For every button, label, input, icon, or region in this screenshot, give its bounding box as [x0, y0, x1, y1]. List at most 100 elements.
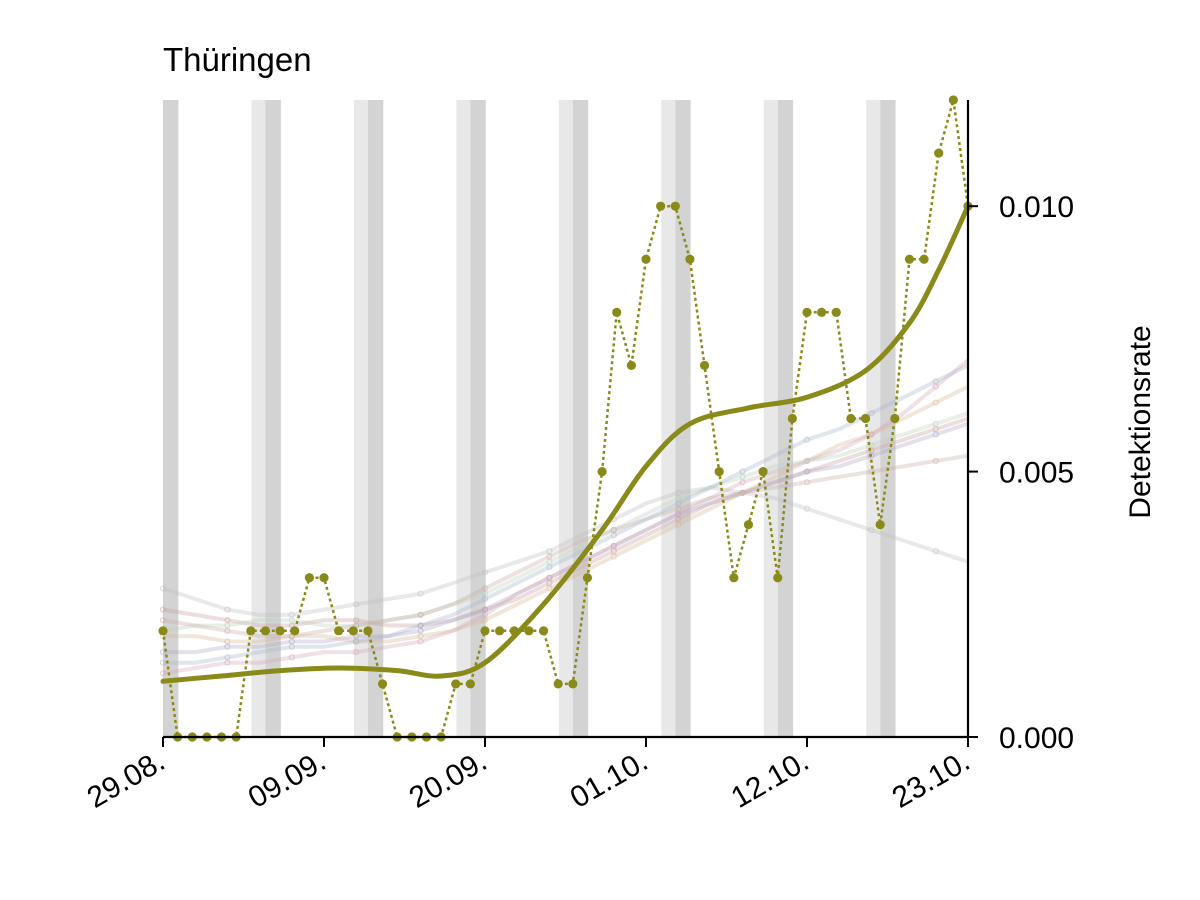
- daily-rate-point: [802, 307, 812, 317]
- background-series-point: [868, 431, 875, 438]
- background-series-point: [675, 521, 682, 528]
- daily-rate-point: [948, 95, 958, 105]
- background-series-point: [224, 627, 231, 634]
- background-series-point: [224, 606, 231, 613]
- daily-rate-point: [919, 254, 929, 264]
- daily-rate-point: [831, 307, 841, 317]
- daily-rate-point: [465, 679, 475, 689]
- background-series-point: [803, 436, 811, 443]
- background-series-point: [932, 457, 939, 465]
- background-series-line: [162, 453, 969, 639]
- background-series-point: [417, 590, 424, 597]
- smoothed-trend-line: [160, 203, 971, 684]
- background-series-point: [288, 617, 295, 624]
- weekend-band-sunday: [163, 100, 179, 737]
- daily-rate-point: [612, 307, 622, 317]
- background-series-point: [417, 622, 424, 629]
- background-series-point: [932, 420, 939, 427]
- x-tick-label: 29.08.: [82, 744, 171, 814]
- daily-rate-point: [758, 466, 768, 477]
- background-series-point: [417, 611, 424, 619]
- background-series-point: [739, 489, 746, 496]
- background-series-point: [610, 542, 617, 550]
- weekend-band-saturday: [558, 100, 573, 737]
- weekend-band-sunday: [470, 100, 486, 737]
- background-series-point: [932, 399, 939, 406]
- background-series-point: [932, 548, 939, 555]
- background-series-point: [481, 611, 489, 619]
- background-series-point: [868, 441, 875, 449]
- weekend-band-sunday: [675, 100, 691, 737]
- daily-rate-point: [626, 360, 636, 371]
- daily-rate-point: [451, 679, 461, 689]
- daily-rate-point: [641, 254, 651, 264]
- daily-rate-point: [846, 413, 856, 424]
- background-series-line: [163, 421, 969, 655]
- background-series-point: [868, 452, 875, 459]
- background-series-point: [546, 585, 553, 592]
- background-series-point: [610, 532, 617, 539]
- daily-rate-point: [495, 626, 505, 636]
- main-series: [158, 95, 973, 742]
- background-series-point: [353, 638, 360, 645]
- weekend-band-sunday: [367, 100, 384, 737]
- daily-rate-point: [670, 201, 680, 211]
- y-tick-label: 0.005: [999, 457, 1074, 490]
- background-series-point: [932, 378, 939, 385]
- daily-rate-point: [290, 626, 300, 636]
- daily-rate-point: [685, 254, 695, 264]
- x-tick-label: 20.09.: [404, 744, 493, 814]
- chart-title: Thüringen: [163, 41, 312, 78]
- y-axis-label: Detektionsrate: [1124, 325, 1157, 518]
- background-series-point: [159, 585, 167, 592]
- weekend-band-sunday: [880, 100, 896, 737]
- background-series-point: [481, 595, 489, 603]
- y-tick-label: 0.000: [999, 722, 1074, 755]
- daily-rate-point: [553, 679, 563, 689]
- background-series-point: [803, 468, 811, 475]
- weekend-band-sunday: [572, 100, 589, 737]
- daily-rate-point: [875, 520, 885, 530]
- daily-rate-point: [509, 626, 519, 636]
- background-series-point: [288, 643, 295, 650]
- background-series-point: [803, 457, 811, 465]
- daily-rate-point: [260, 626, 271, 636]
- background-series-point: [159, 659, 167, 666]
- background-series-point: [610, 553, 617, 560]
- daily-rate-point: [158, 626, 168, 636]
- daily-rate-point: [904, 254, 915, 264]
- daily-rate-point: [714, 466, 724, 477]
- background-series-point: [546, 564, 553, 571]
- daily-rate-point: [597, 466, 607, 477]
- background-series-point: [159, 648, 167, 656]
- daily-rate-point: [568, 679, 578, 689]
- daily-rate-point: [538, 626, 549, 636]
- background-series-point: [159, 606, 167, 613]
- background-series-point: [868, 410, 875, 417]
- background-series-point: [353, 648, 360, 656]
- daily-rate-point: [890, 413, 900, 424]
- weekend-band-sunday: [265, 100, 281, 737]
- daily-rate-point: [304, 573, 314, 583]
- background-series-line: [162, 485, 969, 617]
- background-series-point: [932, 431, 939, 438]
- daily-rate-point: [348, 626, 358, 636]
- daily-rate-point: [934, 148, 944, 158]
- weekend-band-saturday: [763, 100, 778, 737]
- daily-rate-point: [334, 626, 344, 636]
- background-series-point: [675, 500, 682, 507]
- daily-rate-point: [377, 679, 388, 689]
- x-tick-label: 09.09.: [243, 744, 332, 814]
- daily-rate-point: [656, 201, 666, 211]
- x-tick-label: 12.10.: [726, 744, 815, 814]
- background-series-point: [481, 585, 489, 592]
- daily-rate-point: [773, 573, 783, 583]
- daily-rate-point: [319, 573, 329, 583]
- daily-rate-point: [729, 573, 739, 583]
- background-series-point: [481, 569, 489, 576]
- daily-rate-point: [582, 573, 593, 583]
- x-tick-label: 01.10.: [565, 744, 654, 814]
- weekend-band-saturday: [866, 100, 881, 737]
- background-series-point: [353, 601, 360, 608]
